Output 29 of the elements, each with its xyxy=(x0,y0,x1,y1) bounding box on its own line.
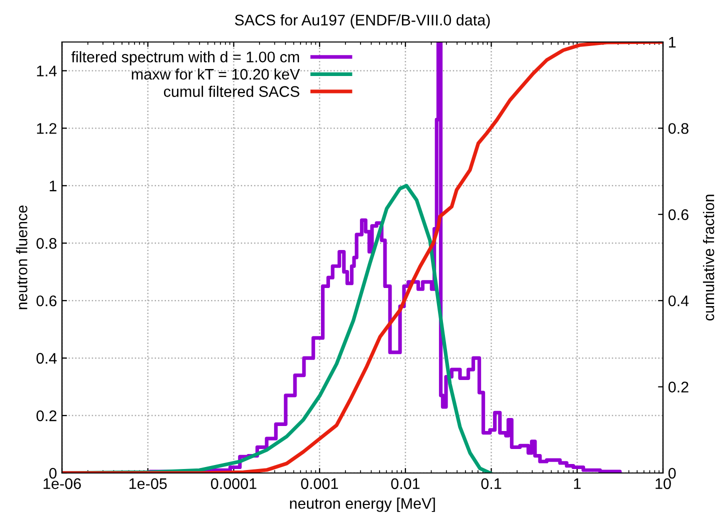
y-tick-label: 0.4 xyxy=(36,352,57,364)
y-tick-label: 0.6 xyxy=(36,295,56,306)
x-axis-title: neutron energy [MeV] xyxy=(290,498,435,512)
x-tick-label: 0.001 xyxy=(301,478,338,490)
x-tick-label: 0.0001 xyxy=(210,478,256,490)
y-tick-label: 1.4 xyxy=(37,66,57,76)
y2-tick-label: 1 xyxy=(669,37,676,48)
y2-axis-title: cumulative fraction xyxy=(702,194,714,321)
legend-label: maxw for kT = 10.20 keV xyxy=(132,68,300,80)
x-tick-label: 1e-05 xyxy=(129,478,167,490)
y-axis-title: neutron fluence xyxy=(16,206,28,310)
chart-title: SACS for Au197 (ENDF/B-VIII.0 data) xyxy=(234,14,490,28)
legend-label: cumul filtered SACS xyxy=(164,86,300,97)
legend-label: filtered spectrum with d = 1.00 cm xyxy=(71,51,299,66)
y2-tick-label: 0.4 xyxy=(668,295,689,306)
y2-tick-label: 0.2 xyxy=(668,382,688,392)
y2-tick-label: 0.8 xyxy=(668,123,688,134)
y-tick-label: 0.2 xyxy=(36,410,56,422)
x-tick-label: 0.01 xyxy=(391,478,420,490)
x-tick-label: 1e-06 xyxy=(44,478,81,490)
y-tick-label: 0 xyxy=(49,468,57,479)
y-tick-label: 1 xyxy=(50,180,56,192)
y-tick-label: 0.8 xyxy=(36,238,56,249)
x-tick-label: 1 xyxy=(574,478,581,489)
y-tick-label: 1.2 xyxy=(37,123,56,134)
x-tick-label: 0.1 xyxy=(481,478,502,490)
x-tick-label: 10 xyxy=(656,478,671,490)
y2-tick-label: 0.6 xyxy=(668,209,688,220)
y2-tick-label: 0 xyxy=(668,468,676,479)
